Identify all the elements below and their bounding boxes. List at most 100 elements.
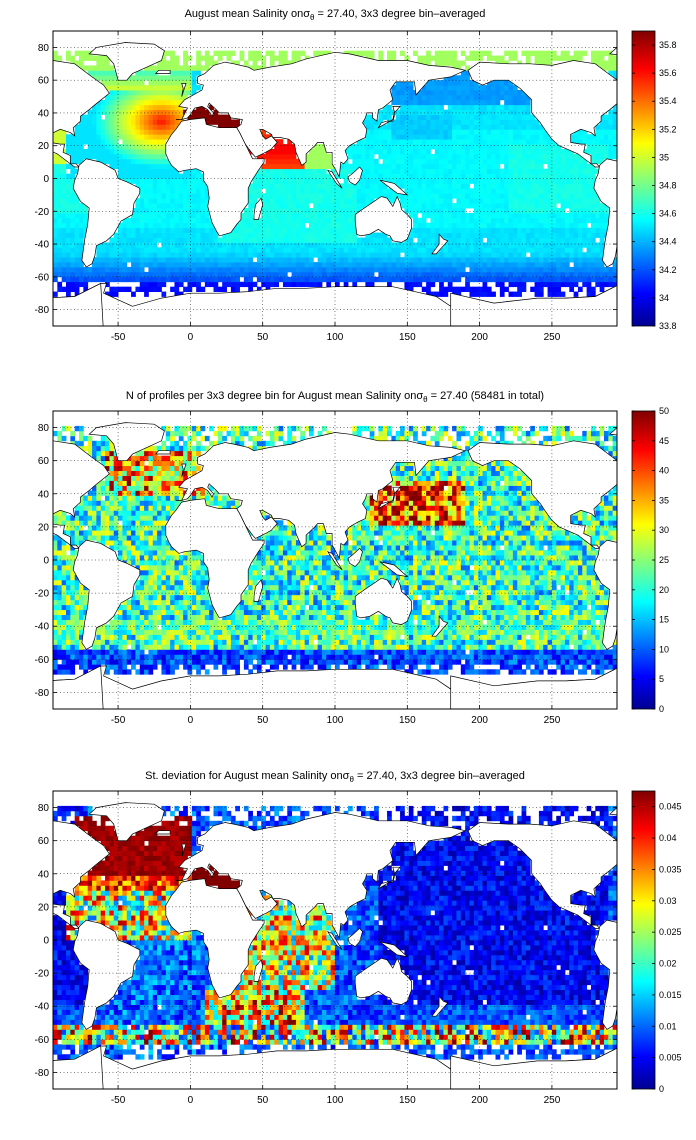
bin-cell <box>157 139 162 145</box>
bin-cell <box>508 129 514 135</box>
bin-cell <box>586 242 592 248</box>
bin-cell <box>122 500 128 506</box>
bin-cell <box>278 60 284 66</box>
bin-cell <box>413 173 418 179</box>
bin-cell <box>83 222 89 229</box>
bin-cell <box>465 173 470 179</box>
bin-cell <box>530 144 535 150</box>
bin-cell <box>499 158 505 165</box>
bin-cell <box>161 163 167 170</box>
bin-cell <box>157 109 162 115</box>
bin-cell <box>79 515 84 521</box>
bin-cell <box>512 252 518 258</box>
bin-cell <box>495 134 501 140</box>
bin-cell <box>148 163 154 170</box>
bin-cell <box>369 242 375 248</box>
bin-cell <box>534 60 540 66</box>
bin-cell <box>447 99 453 106</box>
bin-cell <box>135 149 141 155</box>
bin-cell <box>499 124 505 130</box>
bin-cell <box>87 276 93 283</box>
bin-cell <box>135 198 141 204</box>
bin-cell <box>534 208 540 214</box>
bin-cell <box>178 281 184 288</box>
bin-cell <box>460 94 466 101</box>
bin-cell <box>148 247 154 253</box>
bin-cell <box>534 124 540 130</box>
bin-cell <box>261 203 266 209</box>
bin-cell <box>304 178 310 184</box>
bin-cell <box>595 257 601 263</box>
bin-cell <box>174 94 180 101</box>
bin-cell <box>287 217 293 224</box>
coastline <box>154 69 171 74</box>
bin-cell <box>74 579 80 586</box>
bin-cell <box>295 173 301 179</box>
bin-cell <box>456 80 462 86</box>
bin-cell <box>74 505 80 511</box>
bin-cell <box>577 178 583 184</box>
bin-cell <box>547 178 553 184</box>
bin-cell <box>70 624 76 630</box>
bin-cell <box>126 178 132 184</box>
bin-cell <box>278 139 284 145</box>
bin-cell <box>408 94 414 101</box>
bin-cell <box>504 237 509 243</box>
bin-cell <box>313 242 319 248</box>
bin-cell <box>70 55 76 61</box>
bin-cell <box>144 139 149 145</box>
bin-cell <box>599 50 605 56</box>
bin-cell <box>434 119 440 125</box>
bin-cell <box>269 247 275 253</box>
bin-cell <box>105 124 110 130</box>
bin-cell <box>170 276 175 283</box>
bin-cell <box>400 129 405 135</box>
bin-cell <box>447 271 453 278</box>
bin-cell <box>413 109 418 115</box>
bin-cell <box>152 124 158 130</box>
bin-cell <box>83 217 89 224</box>
bin-cell <box>603 227 609 233</box>
bin-cell <box>460 168 466 174</box>
bin-cell <box>278 242 284 248</box>
bin-cell <box>109 158 115 165</box>
bin-cell <box>369 257 375 263</box>
bin-cell <box>74 644 80 650</box>
bin-cell <box>70 183 76 189</box>
bin-cell <box>413 193 418 199</box>
bin-cell <box>538 158 544 165</box>
bin-cell <box>222 252 227 258</box>
bin-cell <box>295 237 301 243</box>
bin-cell <box>478 85 483 91</box>
bin-cell <box>560 267 566 273</box>
bin-cell <box>512 198 518 204</box>
bin-cell <box>53 589 58 596</box>
bin-cell <box>139 168 145 174</box>
bin-cell <box>582 158 588 165</box>
bin-cell <box>491 212 496 219</box>
bin-cell <box>495 163 501 170</box>
bin-cell <box>144 75 149 81</box>
bin-cell <box>408 198 414 204</box>
bin-cell <box>504 193 509 199</box>
bin-cell <box>421 212 427 219</box>
bin-cell <box>165 262 171 268</box>
bin-cell <box>460 262 466 268</box>
bin-cell <box>126 460 132 467</box>
bin-cell <box>365 129 371 135</box>
bin-cell <box>473 208 479 214</box>
bin-cell <box>178 104 184 111</box>
x-tick-label: -50 <box>111 332 126 343</box>
bin-cell <box>248 276 253 283</box>
bin-cell <box>387 173 392 179</box>
bin-cell <box>191 222 197 229</box>
bin-cell <box>447 203 453 209</box>
bin-cell <box>508 222 514 229</box>
bin-cell <box>161 237 167 243</box>
bin-cell <box>443 183 449 189</box>
bin-cell <box>417 144 423 150</box>
bin-cell <box>499 80 505 86</box>
bin-cell <box>387 242 392 248</box>
bin-cell <box>543 173 548 179</box>
bin-cell <box>517 217 522 224</box>
